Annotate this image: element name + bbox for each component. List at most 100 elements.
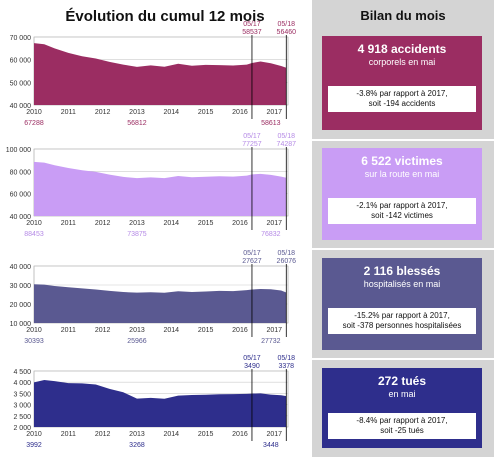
chart-xtick-label: 2012 <box>95 431 111 438</box>
page-title: Évolution du cumul 12 mois <box>65 8 265 25</box>
chart-marker-date: 05/18 <box>278 355 296 362</box>
chart-xtick-label: 2017 <box>266 220 282 227</box>
chart-xtick-label: 2014 <box>164 431 180 438</box>
card-accidents-note-line1: -3.8% par rapport à 2017, <box>356 89 448 98</box>
chart-ytick-label: 20 000 <box>10 302 32 309</box>
chart-xtick-label: 2014 <box>164 327 180 334</box>
chart-ytick-label: 2 000 <box>13 425 31 432</box>
chart-xtick-label: 2013 <box>129 327 145 334</box>
card-victimes-note-line2: soit -142 victimes <box>371 211 433 220</box>
chart-xtick-label: 2017 <box>266 431 282 438</box>
card-accidents: 4 918 accidents corporels en mai -3.8% p… <box>322 36 482 130</box>
chart-xtick-label: 2016 <box>232 109 248 116</box>
chart-xtick-label: 2010 <box>26 431 42 438</box>
chart-data-label: 27732 <box>261 338 281 345</box>
card-victimes-subtitle: sur la route en mai <box>364 169 440 179</box>
card-victimes-note-line1: -2.1% par rapport à 2017, <box>356 201 448 210</box>
chart-xtick-label: 2011 <box>61 431 76 438</box>
chart-marker-value: 26076 <box>277 258 297 265</box>
chart-area-series <box>34 284 287 323</box>
chart-data-label: 76832 <box>261 231 281 238</box>
card-tues-note-line1: -8.4% par rapport à 2017, <box>356 416 448 425</box>
chart-ytick-label: 80 000 <box>10 169 32 176</box>
chart-xtick-label: 2012 <box>95 109 111 116</box>
bilan-separator <box>312 248 494 250</box>
chart-marker-date: 05/18 <box>278 21 296 28</box>
chart-ytick-label: 60 000 <box>10 58 32 65</box>
chart-marker-value: 74287 <box>277 141 297 148</box>
chart-marker-value: 58537 <box>242 29 262 36</box>
chart-data-label: 3268 <box>129 442 145 449</box>
chart-data-label: 58613 <box>261 120 281 127</box>
chart-xtick-label: 2012 <box>95 220 111 227</box>
bilan-separator <box>312 358 494 360</box>
chart-xtick-label: 2015 <box>198 109 214 116</box>
chart-marker-date: 05/17 <box>243 21 261 28</box>
chart-area-series <box>34 161 287 216</box>
chart-data-label: 67288 <box>24 120 44 127</box>
chart-xtick-label: 2010 <box>26 109 42 116</box>
chart-data-label: 56812 <box>127 120 147 127</box>
card-accidents-subtitle: corporels en mai <box>368 57 436 67</box>
chart-marker-value: 77257 <box>242 141 262 148</box>
card-accidents-note: -3.8% par rapport à 2017, soit -194 acci… <box>328 86 476 112</box>
chart-ytick-label: 10 000 <box>10 321 32 328</box>
chart-xtick-label: 2015 <box>198 327 214 334</box>
card-victimes-note: -2.1% par rapport à 2017, soit -142 vict… <box>328 198 476 224</box>
chart-data-label: 88453 <box>24 231 44 238</box>
card-tues: 272 tués en mai -8.4% par rapport à 2017… <box>322 368 482 448</box>
chart-xtick-label: 2013 <box>129 220 145 227</box>
chart-ytick-label: 3 500 <box>13 391 31 398</box>
chart-xtick-label: 2017 <box>266 327 282 334</box>
card-blesses-subtitle: hospitalisés en mai <box>363 279 441 289</box>
card-blesses: 2 116 blessés hospitalisés en mai -15.2%… <box>322 258 482 350</box>
chart-xtick-label: 2011 <box>61 220 76 227</box>
chart-marker-date: 05/18 <box>278 250 296 257</box>
chart-xtick-label: 2013 <box>129 109 145 116</box>
chart-data-label: 30393 <box>24 338 44 345</box>
chart-ytick-label: 3 000 <box>13 403 31 410</box>
chart-ytick-label: 50 000 <box>10 80 32 87</box>
card-tues-count: 272 tués <box>377 374 427 388</box>
chart-marker-value: 3378 <box>278 363 294 370</box>
chart-xtick-label: 2013 <box>129 431 145 438</box>
card-victimes-count: 6 522 victimes <box>361 154 443 168</box>
chart-xtick-label: 2014 <box>164 109 180 116</box>
chart-marker-value: 27627 <box>242 258 262 265</box>
chart-area-series <box>34 379 287 427</box>
chart-xtick-label: 2011 <box>61 327 76 334</box>
chart-data-label: 73875 <box>127 231 147 238</box>
chart-ytick-label: 70 000 <box>10 35 32 42</box>
chart-ytick-label: 30 000 <box>10 283 32 290</box>
chart-ytick-label: 4 000 <box>13 380 31 387</box>
chart-ytick-label: 4 500 <box>13 369 31 376</box>
card-victimes: 6 522 victimes sur la route en mai -2.1%… <box>322 148 482 240</box>
chart-xtick-label: 2011 <box>61 109 76 116</box>
chart-ytick-label: 2 500 <box>13 414 31 421</box>
chart-xtick-label: 2015 <box>198 431 214 438</box>
card-blesses-note-line1: -15.2% par rapport à 2017, <box>354 311 450 320</box>
card-accidents-note-line2: soit -194 accidents <box>368 99 436 108</box>
chart-xtick-label: 2010 <box>26 327 42 334</box>
card-tues-note-line2: soit -25 tués <box>380 426 424 435</box>
card-accidents-count: 4 918 accidents <box>357 42 447 56</box>
chart-data-label: 3448 <box>263 442 279 449</box>
chart-data-label: 3992 <box>26 442 42 449</box>
chart-marker-date: 05/18 <box>278 133 296 140</box>
chart-ytick-label: 40 000 <box>10 264 32 271</box>
chart-ytick-label: 40 000 <box>10 214 32 221</box>
chart-xtick-label: 2014 <box>164 220 180 227</box>
chart-xtick-label: 2012 <box>95 327 111 334</box>
chart-xtick-label: 2016 <box>232 327 248 334</box>
chart-marker-date: 05/17 <box>243 133 261 140</box>
card-blesses-note: -15.2% par rapport à 2017, soit -378 per… <box>328 308 476 334</box>
chart-marker-date: 05/17 <box>243 250 261 257</box>
chart-marker-value: 56460 <box>277 29 297 36</box>
card-blesses-count: 2 116 blessés <box>363 264 441 278</box>
chart-xtick-label: 2010 <box>26 220 42 227</box>
chart-ytick-label: 60 000 <box>10 192 32 199</box>
chart-ytick-label: 100 000 <box>6 147 31 154</box>
card-blesses-note-line2: soit -378 personnes hospitalisées <box>342 321 462 330</box>
chart-data-label: 25966 <box>127 338 147 345</box>
